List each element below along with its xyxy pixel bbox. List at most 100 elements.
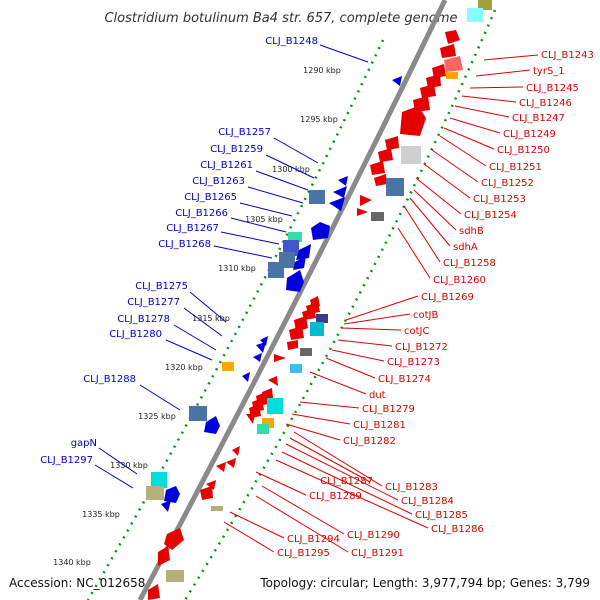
gene-label: CLJ_B1294 xyxy=(287,534,340,545)
gene-label: sdhB xyxy=(459,226,484,237)
reverse-gene-labels: CLJ_B1243 tyrS_1 CLJ_B1245 CLJ_B1246 CLJ… xyxy=(277,50,594,559)
gene-arrow-reverse xyxy=(206,480,216,490)
gene-label: CLJ_B1297 xyxy=(40,455,93,466)
gene-block xyxy=(189,406,207,421)
gene-label: CLJ_B1288 xyxy=(83,374,136,385)
gene-label: CLJ_B1283 xyxy=(385,482,438,493)
gene-block xyxy=(211,506,223,511)
gene-block xyxy=(166,570,184,582)
gene-arrow-forward xyxy=(311,222,330,240)
forward-tick-track xyxy=(86,39,385,600)
kbp-tick-label: 1295 kbp xyxy=(300,115,338,124)
kbp-tick-label: 1335 kbp xyxy=(82,510,120,519)
gene-label: CLJ_B1254 xyxy=(464,210,517,221)
gene-label: CLJ_B1249 xyxy=(503,129,556,140)
gene-label: CLJ_B1250 xyxy=(497,145,550,156)
gene-label: CLJ_B1285 xyxy=(415,510,468,521)
kbp-tick-label: 1325 kbp xyxy=(138,412,176,421)
gene-label: CLJ_B1281 xyxy=(353,420,406,431)
gene-block xyxy=(300,348,312,356)
gene-label: dut xyxy=(369,390,386,401)
gene-arrow-reverse xyxy=(440,44,456,58)
gene-label: CLJ_B1280 xyxy=(109,329,162,340)
gene-label: CLJ_B1261 xyxy=(200,160,253,171)
gene-arrow-reverse xyxy=(400,106,426,136)
gene-block xyxy=(290,364,302,373)
gene-label: cotJC xyxy=(404,326,429,337)
reverse-callout-lines xyxy=(223,54,539,553)
gene-arrow-forward xyxy=(260,336,268,346)
gene-label: CLJ_B1272 xyxy=(395,342,448,353)
gene-arrow-forward xyxy=(256,342,266,353)
kbp-tick-label: 1310 kbp xyxy=(218,264,256,273)
map-title: Clostridium botulinum Ba4 str. 657, comp… xyxy=(104,11,457,26)
gene-label: CLJ_B1273 xyxy=(387,357,440,368)
gene-label: CLJ_B1260 xyxy=(433,275,486,286)
gene-arrow-forward xyxy=(329,197,345,211)
gene-arrow-reverse xyxy=(226,458,236,468)
genome-backbone xyxy=(137,0,448,600)
gene-arrow-reverse xyxy=(287,340,298,350)
forward-callout-lines xyxy=(94,44,369,489)
gene-block xyxy=(310,322,324,336)
gene-arrow-reverse xyxy=(158,546,170,566)
gene-arrow-forward xyxy=(204,416,220,434)
gene-block xyxy=(288,232,302,242)
gene-block xyxy=(386,178,404,196)
gene-label: CLJ_B1248 xyxy=(265,36,318,47)
gene-arrow-forward xyxy=(392,76,402,86)
gene-arrow-reverse xyxy=(360,195,372,206)
gene-arrow-reverse xyxy=(357,208,368,216)
gene-block xyxy=(222,362,234,371)
gene-label: CLJ_B1266 xyxy=(175,208,228,219)
gene-label: CLJ_B1295 xyxy=(277,548,330,559)
kbp-tick-label: 1320 kbp xyxy=(165,363,203,372)
gene-label: CLJ_B1278 xyxy=(117,314,170,325)
gene-block xyxy=(316,314,328,323)
gene-arrow-forward xyxy=(293,256,306,270)
gene-arrow-forward xyxy=(338,176,348,186)
gene-block xyxy=(257,424,269,434)
gene-arrow-reverse xyxy=(216,462,226,472)
gene-label: CLJ_B1263 xyxy=(192,176,245,187)
gene-block xyxy=(467,8,483,22)
gene-label: CLJ_B1257 xyxy=(218,127,271,138)
gene-arrow-reverse xyxy=(420,84,436,98)
gene-block xyxy=(151,472,167,488)
gene-label: CLJ_B1286 xyxy=(431,524,484,535)
gene-arrow-reverse xyxy=(148,584,160,600)
gene-arrow-reverse xyxy=(378,148,393,162)
gene-label: CLJ_B1287 xyxy=(320,476,373,487)
gene-arrow-reverse xyxy=(200,486,213,500)
gene-label: gapN xyxy=(71,438,97,449)
gene-arrow-reverse xyxy=(426,74,441,88)
gene-label: CLJ_B1274 xyxy=(378,374,431,385)
gene-arrow-reverse xyxy=(289,326,304,340)
gene-arrow-reverse xyxy=(445,30,460,44)
gene-label: CLJ_B1279 xyxy=(362,404,415,415)
gene-block xyxy=(267,398,283,414)
gene-label: CLJ_B1284 xyxy=(401,496,454,507)
kbp-tick-label: 1305 kbp xyxy=(245,215,283,224)
gene-arrow-forward xyxy=(333,186,347,198)
gene-arrow-forward xyxy=(286,270,304,292)
gene-label: CLJ_B1289 xyxy=(309,491,362,502)
genome-summary-text: Topology: circular; Length: 3,977,794 bp… xyxy=(259,576,590,590)
gene-label: CLJ_B1258 xyxy=(443,258,496,269)
gene-label: CLJ_B1246 xyxy=(519,98,572,109)
forward-strand-features xyxy=(146,76,402,512)
gene-arrow-forward xyxy=(242,372,250,382)
gene-label: tyrS_1 xyxy=(533,66,565,77)
kbp-tick-label: 1300 kbp xyxy=(272,165,310,174)
forward-gene-labels: CLJ_B1248 CLJ_B1257 CLJ_B1259 CLJ_B1261 … xyxy=(40,36,318,466)
gene-arrow-reverse xyxy=(246,414,255,424)
gene-label: CLJ_B1275 xyxy=(135,281,188,292)
gene-arrow-forward xyxy=(253,353,262,362)
gene-arrow-forward xyxy=(161,500,171,512)
gene-label: CLJ_B1247 xyxy=(512,113,565,124)
accession-text: Accession: NC_012658 xyxy=(9,576,145,590)
gene-block xyxy=(401,146,421,164)
reverse-tick-track xyxy=(183,9,497,600)
gene-label: CLJ_B1268 xyxy=(158,239,211,250)
gene-label: CLJ_B1251 xyxy=(489,162,542,173)
